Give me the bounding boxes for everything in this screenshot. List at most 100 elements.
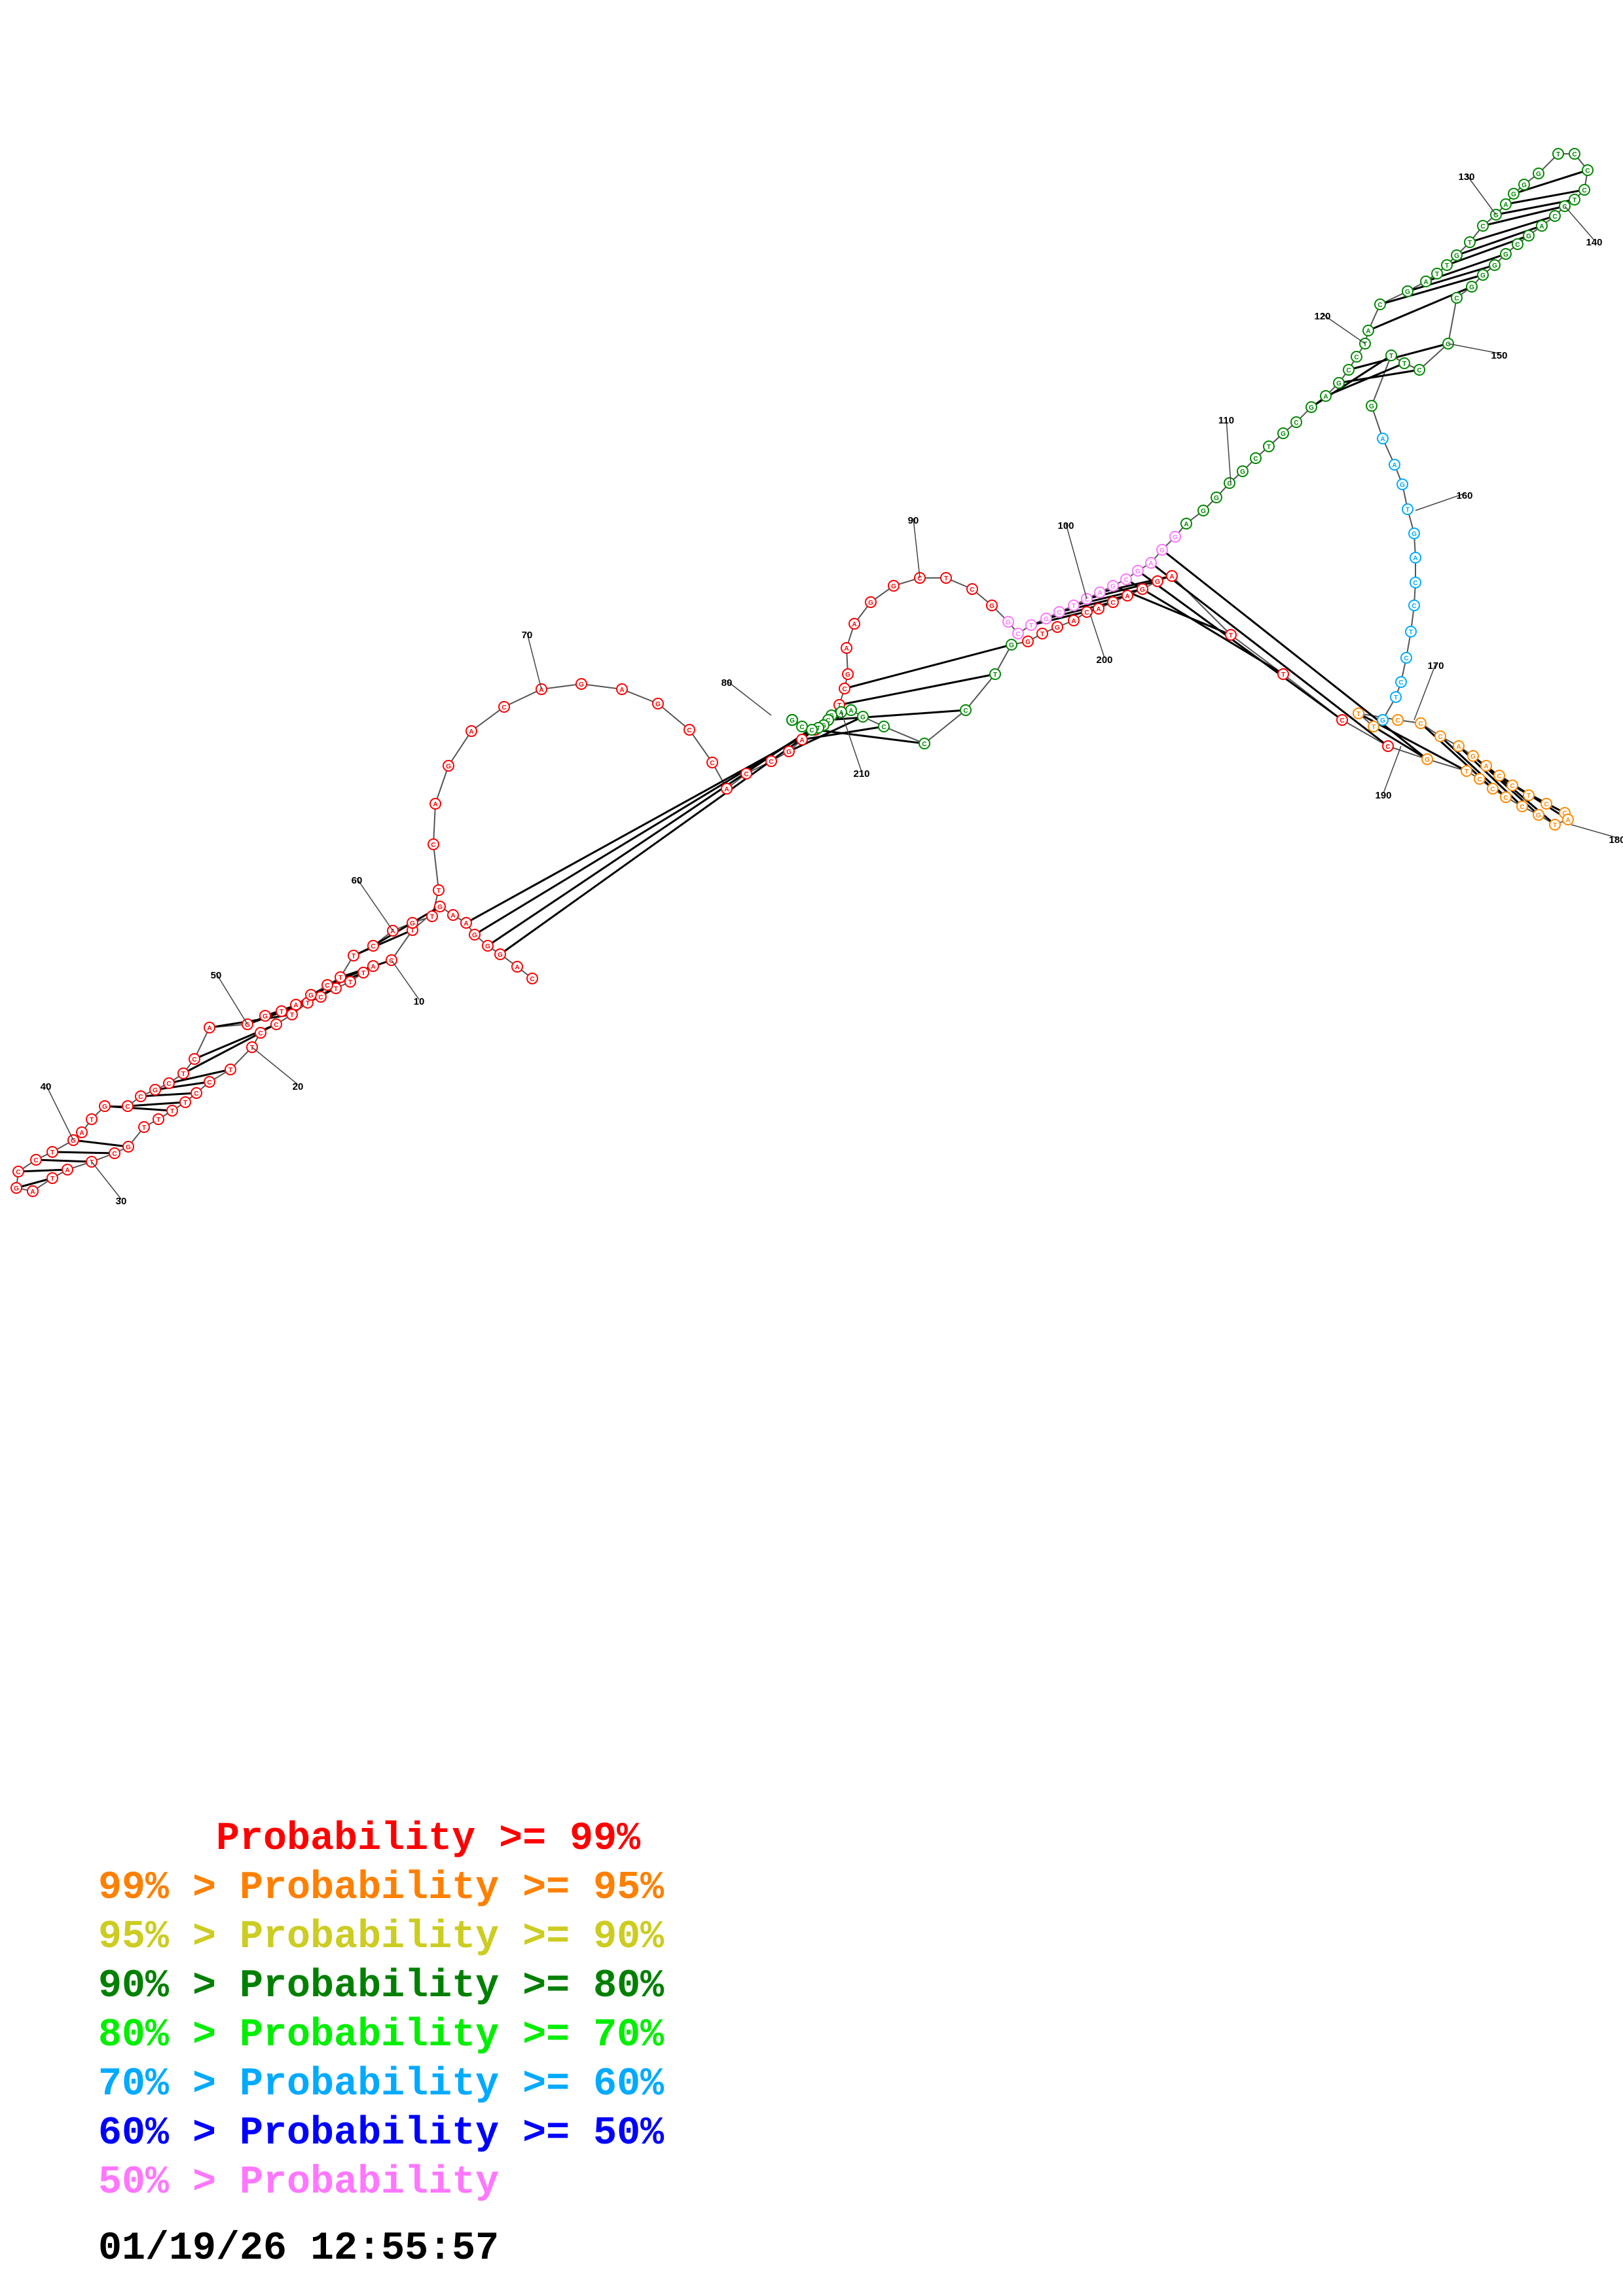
nucleotide: T bbox=[1385, 350, 1397, 361]
nucleotide-circle bbox=[1012, 628, 1024, 639]
nucleotide-circle bbox=[1536, 220, 1548, 232]
nucleotide-letter: T bbox=[1394, 694, 1398, 702]
nucleotide: C bbox=[796, 721, 808, 732]
nucleotide: C bbox=[1512, 238, 1523, 250]
nucleotide: T bbox=[46, 1172, 58, 1184]
nucleotide-circle bbox=[1451, 249, 1463, 261]
nucleotide-letter: G bbox=[1454, 253, 1459, 260]
nucleotide-letter: T bbox=[1553, 822, 1557, 829]
nucleotide: A bbox=[1145, 557, 1157, 569]
nucleotide-letter: C bbox=[1520, 804, 1524, 811]
nucleotide-letter: T bbox=[837, 702, 841, 709]
nucleotide: C bbox=[878, 721, 890, 732]
nucleotide-circle bbox=[1036, 628, 1048, 639]
nucleotide: C bbox=[30, 1154, 42, 1166]
nucleotide: G bbox=[1500, 248, 1512, 260]
nucleotide: A bbox=[1362, 325, 1374, 336]
nucleotide: T bbox=[357, 967, 369, 978]
legend-row-below-50: 50% > Probability bbox=[98, 2161, 500, 2205]
base-pair-bond bbox=[1482, 205, 1565, 227]
nucleotide: C bbox=[1477, 220, 1489, 232]
nucleotide-letter: G bbox=[1201, 508, 1206, 515]
nucleotide: A bbox=[367, 960, 379, 972]
base-pair-bond bbox=[465, 709, 852, 924]
nucleotide-circle bbox=[1500, 248, 1512, 260]
nucleotide-circle bbox=[841, 642, 852, 654]
index-tick bbox=[1413, 663, 1436, 721]
nucleotide-letter: T bbox=[90, 1159, 94, 1166]
nucleotide-letter: C bbox=[166, 1081, 171, 1088]
nucleotide: T bbox=[426, 910, 438, 922]
nucleotide-circle bbox=[1500, 198, 1512, 210]
nucleotide: C bbox=[1474, 773, 1486, 785]
index-label: 40 bbox=[41, 1081, 52, 1092]
nucleotide-letter: C bbox=[1110, 600, 1115, 607]
nucleotide-letter: T bbox=[183, 1100, 187, 1107]
nucleotide-letter: A bbox=[1456, 744, 1461, 751]
nucleotide-circle bbox=[1353, 708, 1364, 719]
nucleotide-circle bbox=[1094, 586, 1106, 598]
nucleotide: G bbox=[434, 901, 446, 912]
nucleotide: T bbox=[1441, 259, 1453, 271]
nucleotide-letter: G bbox=[1425, 757, 1430, 764]
nucleotide-circle bbox=[888, 580, 900, 592]
nucleotide: T bbox=[1405, 626, 1417, 637]
nucleotide-letter: C bbox=[963, 708, 968, 715]
index-tick bbox=[1383, 745, 1402, 794]
nucleotide-letter: G bbox=[498, 952, 503, 959]
nucleotide: G bbox=[407, 917, 418, 929]
nucleotide-letter: C bbox=[1084, 609, 1089, 617]
nucleotide-circle bbox=[865, 596, 877, 608]
nucleotide-circle bbox=[357, 967, 369, 978]
nucleotide: G bbox=[783, 745, 795, 757]
base-pair-bond bbox=[183, 1031, 261, 1075]
nucleotide: A bbox=[511, 961, 523, 973]
nucleotide-letter: T bbox=[1072, 603, 1076, 610]
nucleotide: G bbox=[1197, 505, 1209, 516]
nucleotide-circle bbox=[204, 1076, 215, 1088]
index-tick bbox=[526, 632, 542, 690]
nucleotide-circle bbox=[511, 961, 523, 973]
nucleotide: A bbox=[27, 1185, 39, 1197]
nucleotide-letter: C bbox=[192, 1056, 196, 1064]
nucleotide: T bbox=[1398, 357, 1410, 369]
base-pair-bond bbox=[104, 1105, 173, 1112]
nucleotide-circle bbox=[652, 698, 664, 709]
nucleotide-circle bbox=[1441, 259, 1453, 271]
nucleotide: A bbox=[721, 783, 733, 795]
nucleotide: G bbox=[1518, 179, 1530, 190]
nucleotide-circle bbox=[986, 600, 998, 611]
nucleotide-letter: A bbox=[1413, 555, 1417, 562]
nucleotide-circle bbox=[1389, 459, 1400, 471]
nucleotide-circle bbox=[465, 725, 477, 737]
index-tick bbox=[841, 711, 862, 772]
nucleotide-letter: C bbox=[842, 686, 847, 693]
nucleotide-letter: C bbox=[1418, 721, 1423, 728]
index-tick bbox=[1448, 343, 1500, 354]
nucleotide: T bbox=[177, 1067, 189, 1079]
nucleotide-letter: G bbox=[71, 1138, 76, 1145]
nucleotide-letter: G bbox=[860, 714, 866, 721]
base-pair-bond bbox=[18, 1168, 68, 1173]
nucleotide-circle bbox=[426, 910, 438, 922]
nucleotide-circle bbox=[1461, 765, 1472, 777]
nucleotide-letter: A bbox=[852, 621, 856, 628]
nucleotide-letter: C bbox=[112, 1151, 117, 1158]
nucleotide: T bbox=[940, 572, 952, 584]
nucleotide: G bbox=[1107, 580, 1119, 592]
nucleotide-letter: C bbox=[1377, 302, 1382, 309]
nucleotide: C bbox=[1451, 292, 1463, 304]
nucleotide-letter: G bbox=[14, 1185, 19, 1193]
nucleotide: G bbox=[1377, 714, 1389, 726]
nucleotide: T bbox=[166, 1105, 178, 1117]
nucleotide-letter: C bbox=[1490, 786, 1495, 793]
nucleotide-letter: C bbox=[16, 1169, 20, 1176]
nucleotide-circle bbox=[1408, 528, 1420, 539]
nucleotide-letter: C bbox=[371, 943, 375, 950]
nucleotide-letter: G bbox=[1492, 262, 1497, 270]
nucleotide-circle bbox=[428, 838, 439, 850]
nucleotide: C bbox=[109, 1147, 120, 1159]
nucleotide-circle bbox=[1107, 596, 1119, 608]
nucleotide-circle bbox=[109, 1147, 120, 1159]
nucleotide-letter: T bbox=[410, 927, 414, 935]
